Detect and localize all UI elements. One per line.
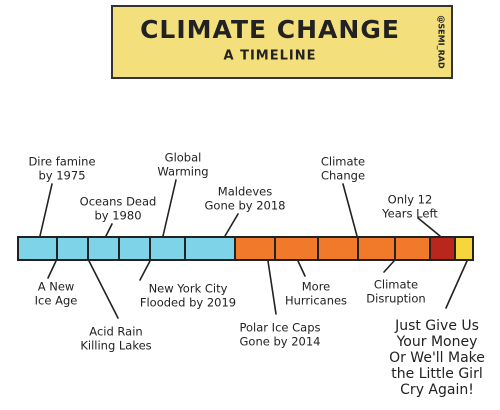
timeline-label: Flooded by 2019 (140, 296, 236, 310)
subtitle: A TIMELINE (224, 49, 317, 64)
leader (224, 213, 239, 237)
segment (274, 236, 319, 261)
timeline-label: More (302, 280, 331, 294)
segment (317, 236, 359, 261)
timeline-label: Acid Rain (89, 325, 142, 339)
leader (105, 223, 113, 237)
segment (357, 236, 396, 261)
timeline-label: Change (321, 169, 365, 183)
segment (454, 236, 474, 261)
leader (417, 217, 441, 237)
timeline-label: Gone by 2018 (205, 199, 286, 213)
timeline-label: Dire famine (28, 155, 95, 169)
timeline-label: Your Money (396, 334, 478, 350)
leader-lines (39, 179, 468, 319)
timeline-label: Polar Ice Caps (240, 321, 321, 335)
timeline-label: Killing Lakes (80, 339, 151, 353)
timeline-label: Climate (374, 278, 418, 292)
leader (88, 260, 119, 319)
leader (383, 260, 395, 273)
timeline-label: Maldeves (218, 185, 272, 199)
segment (429, 236, 456, 261)
timeline-label: Just Give Us (394, 318, 479, 334)
leader (445, 260, 468, 309)
leader (139, 260, 151, 281)
segment (149, 236, 186, 261)
timeline-label: Hurricanes (285, 294, 347, 308)
timeline-bar (17, 236, 474, 261)
timeline-label: A New (38, 280, 75, 294)
timeline-label: Cry Again! (400, 382, 474, 398)
timeline-label: by 1980 (94, 209, 141, 223)
leader (162, 179, 177, 237)
timeline-label: Global (165, 151, 202, 165)
timeline-label: New York City (149, 282, 228, 296)
timeline-label: Ice Age (35, 294, 78, 308)
timeline-label: Disruption (366, 292, 425, 306)
segment (184, 236, 236, 261)
leader (267, 260, 277, 315)
timeline-label: by 1975 (38, 169, 85, 183)
timeline-label: Oceans Dead (80, 195, 157, 209)
leader (342, 183, 358, 237)
segment (118, 236, 151, 261)
header-box (111, 5, 453, 79)
timeline-label: Years Left (381, 207, 438, 221)
timeline-label: the Little Girl (391, 366, 482, 382)
segment (394, 236, 431, 261)
timeline-label: Climate (321, 155, 365, 169)
segment (234, 236, 276, 261)
timeline-label: Or We'll Make (389, 350, 485, 366)
segment (87, 236, 120, 261)
leader (39, 183, 53, 237)
leader (297, 260, 306, 277)
timeline-label: Gone by 2014 (240, 335, 321, 349)
leader (47, 260, 57, 279)
timeline-label: Warming (157, 165, 208, 179)
segment (17, 236, 58, 261)
title: CLIMATE CHANGE (140, 15, 400, 44)
segment (56, 236, 89, 261)
credit: @SEMI_RAD (437, 15, 446, 69)
timeline-label: Only 12 (388, 193, 433, 207)
